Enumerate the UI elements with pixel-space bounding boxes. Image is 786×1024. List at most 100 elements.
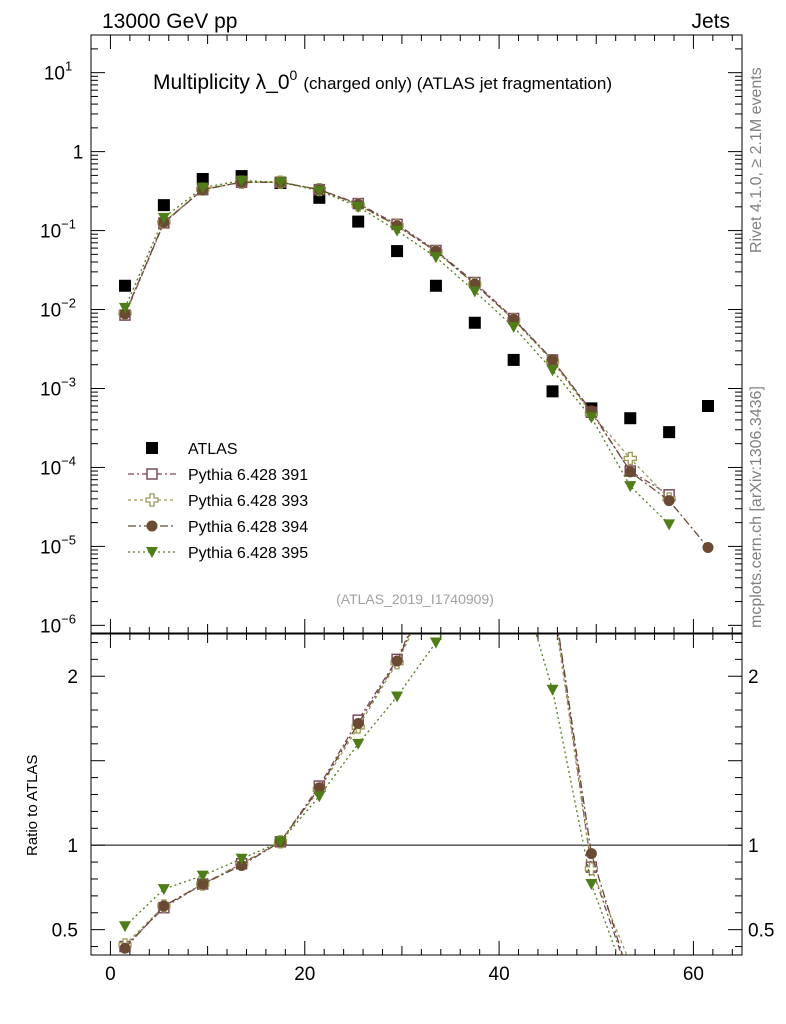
series-0-point bbox=[119, 279, 132, 292]
series-4-ratio-line bbox=[124, 634, 618, 955]
chart-subtitle: (charged only) (ATLAS jet fragmentation) bbox=[303, 74, 612, 93]
side-label-top: Rivet 4.1.0, ≥ 2.1M events bbox=[748, 67, 765, 253]
series-2-ratio-line bbox=[124, 634, 628, 955]
legend-marker bbox=[146, 520, 158, 532]
series-2-ratio-point bbox=[584, 862, 599, 876]
series-4-line bbox=[124, 179, 670, 525]
ratio-y-tick-label: 2 bbox=[67, 667, 78, 688]
legend-marker bbox=[146, 547, 158, 558]
ratio-y-tick-label: 1 bbox=[67, 836, 78, 857]
header-right: Jets bbox=[691, 10, 730, 33]
x-tick-label: 20 bbox=[294, 964, 315, 985]
legend-marker bbox=[145, 493, 159, 507]
series-3-ratio-point bbox=[119, 942, 131, 954]
series-4-ratio-point bbox=[157, 884, 170, 896]
series-4-ratio-point bbox=[274, 836, 287, 848]
y-tick-label: 101 bbox=[44, 59, 72, 85]
series-3-point bbox=[702, 541, 714, 553]
series-4-ratio-point bbox=[546, 684, 559, 696]
series-4-point bbox=[274, 177, 287, 189]
series-3-ratio-point bbox=[352, 718, 364, 730]
y-tick-label: 10−1 bbox=[40, 217, 76, 243]
series-0-point bbox=[701, 400, 714, 413]
ratio-ylabel: Ratio to ATLAS bbox=[24, 755, 41, 856]
series-4-ratio-point bbox=[352, 738, 365, 750]
series-3-point bbox=[663, 495, 675, 507]
series-3-ratio-line bbox=[124, 634, 624, 955]
header-left: 13000 GeV pp bbox=[102, 10, 237, 33]
legend-label: Pythia 6.428 394 bbox=[188, 519, 308, 536]
y-tick-label: 10−3 bbox=[40, 374, 76, 400]
series-4-point bbox=[313, 185, 326, 197]
series-3-ratio-point bbox=[585, 848, 597, 860]
y-tick-label: 1 bbox=[73, 143, 84, 164]
series-3-point bbox=[624, 466, 636, 478]
main-plot-series bbox=[118, 170, 714, 553]
series-0-point bbox=[157, 199, 170, 212]
series-3-line bbox=[124, 181, 709, 548]
series-4-point bbox=[429, 252, 442, 264]
series-4-point bbox=[546, 365, 559, 377]
legend-marker bbox=[146, 442, 158, 454]
series-4-point bbox=[196, 182, 209, 194]
series-3-point bbox=[547, 354, 559, 366]
series-0-point bbox=[624, 412, 637, 425]
series-4-point bbox=[119, 302, 132, 314]
series-4-point bbox=[585, 412, 598, 424]
ratio-y-tick-label-right: 2 bbox=[748, 667, 759, 688]
legend-marker bbox=[146, 468, 158, 480]
series-3-point bbox=[119, 308, 131, 320]
series-0-point bbox=[663, 426, 676, 439]
chart-title-main: Multiplicity λ_0 bbox=[153, 71, 290, 94]
side-label-bottom: mcplots.cern.ch [arXiv:1306.3436] bbox=[748, 386, 765, 628]
legend-label: Pythia 6.428 395 bbox=[188, 545, 308, 562]
x-tick-label: 40 bbox=[489, 964, 510, 985]
ratio-plot-series bbox=[118, 634, 628, 955]
analysis-label: (ATLAS_2019_I1740909) bbox=[336, 591, 494, 607]
series-3-ratio-point bbox=[313, 782, 325, 794]
series-3-ratio-point bbox=[236, 859, 248, 871]
x-tick-label: 60 bbox=[683, 964, 704, 985]
ratio-y-tick-label-right: 1 bbox=[748, 836, 759, 857]
chart-title-sup: 0 bbox=[290, 67, 298, 83]
series-0-point bbox=[352, 215, 365, 228]
ratio-y-tick-label: 0.5 bbox=[52, 921, 78, 942]
y-tick-label: 10−5 bbox=[40, 532, 76, 558]
y-tick-label: 10−6 bbox=[40, 611, 76, 637]
series-4-point bbox=[624, 481, 637, 493]
ratio-y-tick-label-right: 0.5 bbox=[748, 921, 774, 942]
series-0-point bbox=[196, 173, 209, 186]
series-4-ratio-point bbox=[196, 870, 209, 882]
series-0-point bbox=[391, 245, 404, 258]
series-4-point bbox=[468, 286, 481, 298]
legend: ATLAS Pythia 6.428 391 Pythia 6.428 393 Pyt… bbox=[128, 441, 308, 562]
series-3-ratio-point bbox=[197, 878, 209, 890]
series-3-ratio-point bbox=[158, 900, 170, 912]
series-2-point bbox=[623, 451, 637, 466]
series-4-point bbox=[352, 201, 365, 213]
chart-title: Multiplicity λ_00 (charged only) (ATLAS j… bbox=[153, 67, 612, 94]
series-4-point bbox=[391, 225, 404, 237]
series-4-ratio-point bbox=[391, 691, 404, 703]
legend-label: Pythia 6.428 391 bbox=[188, 467, 308, 484]
series-4-ratio-point bbox=[119, 921, 132, 933]
series-4-ratio-point bbox=[235, 853, 248, 865]
series-4-point bbox=[157, 212, 170, 224]
series-4-ratio-point bbox=[313, 791, 326, 803]
x-tick-label: 0 bbox=[105, 964, 116, 985]
legend-label: Pythia 6.428 393 bbox=[188, 493, 308, 510]
axes: 0 20 40 60 101 1 10−1 10−2 10−3 10−4 10−5 10−6 2 2 1 1 0… bbox=[40, 34, 774, 985]
series-4-ratio-point bbox=[429, 637, 442, 649]
legend-label: ATLAS bbox=[188, 441, 238, 458]
series-4-point bbox=[507, 322, 520, 334]
series-4-ratio-point bbox=[585, 879, 598, 891]
series-4-point bbox=[235, 175, 248, 187]
main-frame bbox=[90, 34, 743, 634]
y-tick-label: 10−2 bbox=[40, 296, 76, 322]
ratio-frame bbox=[90, 633, 743, 956]
y-tick-label: 10−4 bbox=[40, 453, 76, 479]
series-0-point bbox=[429, 279, 442, 292]
series-0-point bbox=[507, 353, 520, 366]
series-0-point bbox=[468, 316, 481, 329]
series-4-point bbox=[663, 519, 676, 531]
